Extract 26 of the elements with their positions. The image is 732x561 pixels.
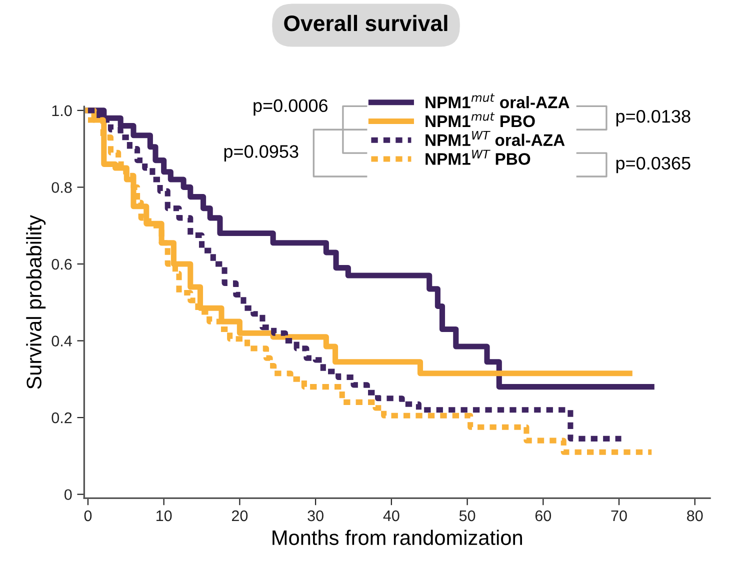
annotation: p=0.0138 [616,110,690,126]
x-tick-label: 80 [687,510,703,522]
x-axis-title: Months from randomization [272,530,522,546]
legend-label: NPM1$^{WT}$ PBO [426,150,530,165]
y-tick-label: 0.2 [52,412,72,424]
x-tick-label: 20 [232,510,248,522]
x-tick-label: 70 [611,510,627,522]
x-tick-label: 0 [84,510,92,522]
x-tick-label: 30 [308,510,324,522]
annotation: p=0.0365 [616,156,690,174]
y-tick-label: 1.0 [52,105,72,116]
x-tick-label: 50 [459,510,476,522]
annotation: p=0.0006 [254,99,328,116]
x-tick-label: 60 [535,510,552,522]
y-tick-label: 0 [64,489,72,500]
y-tick-label: 0.6 [52,258,72,270]
x-tick-label: 40 [383,510,400,522]
y-tick-label: 0.8 [52,182,72,193]
legend-label: NPM1$^{WT}$ oral-AZA [426,130,565,146]
x-tick-label: 10 [156,510,172,522]
legend-label: NPM1$^{mut}$ PBO [426,112,535,128]
y-tick-label: 0.4 [52,336,72,346]
chart-title: Overall survival [284,14,448,32]
y-axis-title: Survival probability [26,214,46,389]
legend-label: NPM1$^{mut}$ oral-AZA [426,94,570,108]
annotation: p=0.0953 [224,145,298,162]
